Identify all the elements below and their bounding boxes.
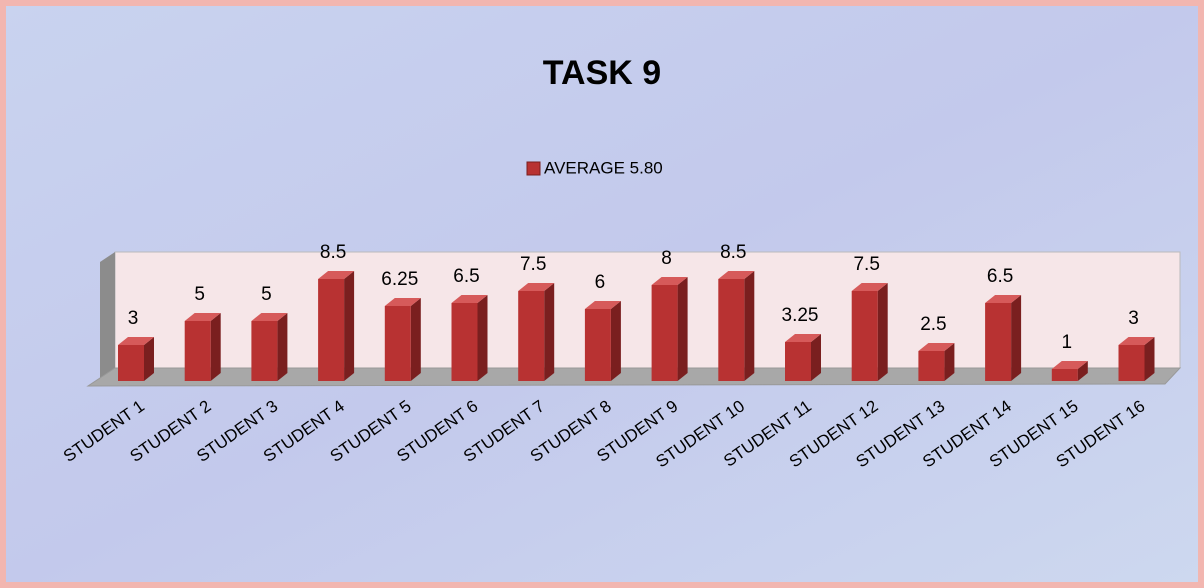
bar-top — [184, 313, 221, 321]
bar — [985, 303, 1012, 381]
chart-title: TASK 9 — [543, 54, 661, 92]
data-label: 6.5 — [987, 266, 1013, 287]
bar-side — [544, 283, 555, 381]
bar — [384, 306, 411, 381]
data-label: 8.5 — [320, 242, 346, 263]
bar-side — [144, 337, 154, 381]
legend-label: AVERAGE 5.80 — [544, 158, 663, 177]
bar-top — [1051, 361, 1088, 369]
bar-top — [785, 334, 821, 342]
bar — [851, 291, 878, 381]
bar-top — [1118, 337, 1155, 345]
bar-side — [477, 295, 488, 381]
bar — [251, 321, 278, 381]
data-label: 3 — [1128, 308, 1139, 329]
bar-side — [610, 301, 621, 381]
data-label: 8 — [661, 248, 672, 269]
bar-side — [1077, 361, 1088, 381]
bar-side — [1144, 337, 1155, 381]
bar-side — [410, 298, 421, 381]
bar — [584, 309, 611, 381]
bar-side — [811, 334, 821, 381]
bar-top — [584, 301, 621, 309]
bar — [451, 303, 478, 381]
bar-side — [744, 271, 755, 381]
data-label: 3.25 — [782, 305, 819, 326]
bar-top — [518, 283, 555, 291]
data-label: 5 — [261, 284, 272, 305]
bar — [118, 345, 144, 381]
bar-top — [851, 283, 888, 291]
bar-top — [251, 313, 288, 321]
data-label: 2.5 — [920, 314, 946, 335]
data-label: 3 — [128, 308, 139, 329]
bar-side — [210, 313, 221, 381]
data-label: 6.25 — [381, 269, 418, 290]
bar-side — [344, 271, 355, 381]
bar-side — [1011, 295, 1022, 381]
bar-side — [877, 283, 888, 381]
bar-top — [718, 271, 755, 279]
bar-top — [918, 343, 955, 351]
bar-side — [944, 343, 955, 381]
data-label: 5 — [194, 284, 205, 305]
data-label: 1 — [1062, 332, 1073, 353]
bar — [318, 279, 345, 381]
bar — [184, 321, 211, 381]
bar-top — [318, 271, 355, 279]
bar-side — [677, 277, 688, 381]
bar-side — [277, 313, 288, 381]
bar-top — [985, 295, 1022, 303]
bar — [718, 279, 745, 381]
bar — [651, 285, 678, 381]
side-wall — [100, 252, 115, 378]
data-label: 7.5 — [853, 254, 879, 275]
floor — [86, 367, 1182, 387]
bar — [518, 291, 545, 381]
data-label: 6.5 — [453, 266, 479, 287]
bar — [918, 351, 945, 381]
bar — [1118, 345, 1145, 381]
bar-top — [118, 337, 154, 345]
data-label: 8.5 — [720, 242, 746, 263]
bar — [1051, 369, 1078, 381]
bar-top — [451, 295, 488, 303]
bar — [785, 342, 811, 381]
legend-swatch — [526, 161, 541, 176]
bar-top — [651, 277, 688, 285]
data-label: 7.5 — [520, 254, 546, 275]
bar-top — [384, 298, 421, 306]
data-label: 6 — [595, 272, 606, 293]
